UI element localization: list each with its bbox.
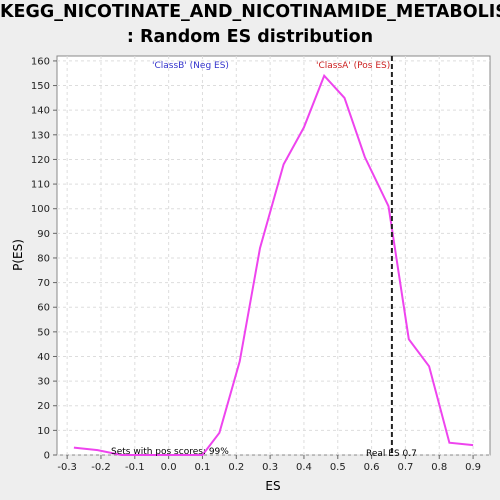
chart-title: KEGG_NICOTINATE_AND_NICOTINAMIDE_METABOL… (0, 2, 500, 22)
x-tick-label: 0.0 (161, 462, 177, 473)
x-tick-label: 0.8 (431, 462, 447, 473)
x-tick-label: -0.2 (91, 462, 111, 473)
x-tick-label: 0.6 (364, 462, 380, 473)
real-es-label: Real ES 0.7 (366, 449, 417, 459)
y-tick-label: 30 (37, 377, 50, 388)
x-tick-label: 0.1 (195, 462, 211, 473)
x-axis-label: ES (265, 479, 280, 493)
y-tick-label: 80 (37, 253, 50, 264)
x-tick-label: -0.3 (57, 462, 77, 473)
y-tick-label: 150 (31, 81, 50, 92)
x-tick-label: 0.2 (228, 462, 244, 473)
x-tick-label: 0.5 (330, 462, 346, 473)
y-tick-label: 160 (31, 56, 50, 67)
y-tick-label: 110 (31, 180, 50, 191)
y-tick-label: 90 (37, 229, 50, 240)
y-tick-label: 70 (37, 278, 50, 289)
pos-scores-label: Sets with pos scores: 99% (111, 447, 229, 457)
grid (57, 56, 490, 456)
y-tick-label: 50 (37, 327, 50, 338)
y-axis-label: P(ES) (11, 239, 25, 271)
y-tick-label: 60 (37, 303, 50, 314)
y-tick-label: 40 (37, 352, 50, 363)
plot-area (56, 55, 491, 456)
y-tick-label: 0 (44, 451, 50, 462)
y-tick-label: 120 (31, 155, 50, 166)
x-tick-label: -0.1 (125, 462, 145, 473)
y-tick-label: 100 (31, 204, 50, 215)
y-tick-label: 10 (37, 426, 50, 437)
pos-es-label: 'ClassA' (Pos ES) (316, 61, 390, 71)
x-tick-label: 0.3 (262, 462, 278, 473)
x-tick-label: 0.9 (465, 462, 481, 473)
x-tick-label: 0.7 (397, 462, 413, 473)
neg-es-label: 'ClassB' (Neg ES) (152, 61, 229, 71)
x-tick-label: 0.4 (296, 462, 312, 473)
axis-ticks: -0.3 -0.2 -0.1 0.0 0.1 0.2 0.3 0.4 0.5 0.6 0.7 0.8 0… (31, 56, 481, 473)
y-tick-label: 140 (31, 106, 50, 117)
y-tick-label: 20 (37, 401, 50, 412)
y-tick-label: 130 (31, 130, 50, 141)
es-distribution-line (73, 73, 474, 456)
chart-subtitle: : Random ES distribution (126, 27, 374, 47)
